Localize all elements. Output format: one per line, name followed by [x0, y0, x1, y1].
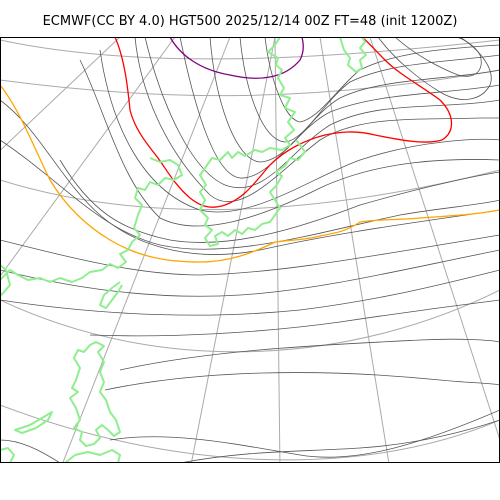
- height-contours: [0, 37, 500, 463]
- coastlines: [0, 37, 367, 463]
- map-title: ECMWF(CC BY 4.0) HGT500 2025/12/14 00Z F…: [42, 14, 458, 29]
- graticule-parallels: [0, 39, 500, 461]
- map-frame: [0, 37, 500, 463]
- contour-5100-purple: [169, 37, 304, 79]
- contour-5400-orange: [0, 84, 500, 263]
